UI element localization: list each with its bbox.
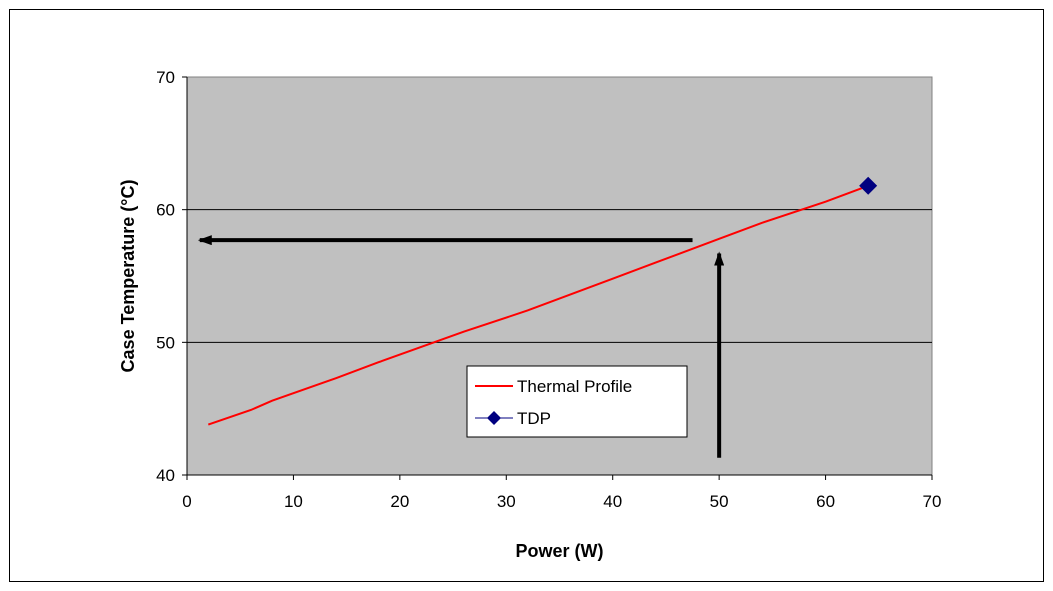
y-tick-label: 40	[156, 466, 175, 485]
legend-label: Thermal Profile	[517, 377, 632, 396]
x-tick-label: 30	[497, 492, 516, 511]
y-tick-label: 50	[156, 333, 175, 352]
x-tick-label: 10	[284, 492, 303, 511]
legend-label: TDP	[517, 409, 551, 428]
y-axis-title: Case Temperature (°C)	[118, 180, 138, 373]
x-tick-label: 20	[390, 492, 409, 511]
x-tick-label: 40	[603, 492, 622, 511]
x-tick-label: 70	[923, 492, 942, 511]
x-tick-label: 60	[816, 492, 835, 511]
y-tick-label: 60	[156, 201, 175, 220]
y-tick-label: 70	[156, 68, 175, 87]
x-axis-title: Power (W)	[516, 541, 604, 561]
x-tick-label: 0	[182, 492, 191, 511]
x-tick-label: 50	[710, 492, 729, 511]
